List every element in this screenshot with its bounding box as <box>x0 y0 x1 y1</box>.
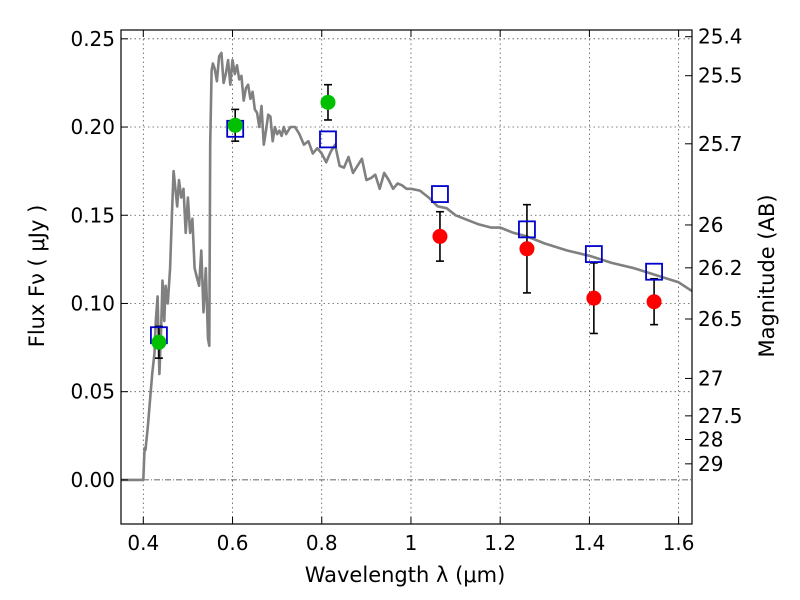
y-tick-label: 0.25 <box>70 27 115 51</box>
observed-flux-points <box>151 94 662 350</box>
x-tick-label: 1.6 <box>663 531 695 555</box>
model-photometry-square <box>319 130 337 149</box>
x-axis-label: Wavelength λ (μm) <box>305 563 506 587</box>
right-tick-label: 26.5 <box>698 307 743 331</box>
observed-flux-point <box>432 228 448 244</box>
observed-flux-point <box>320 94 336 110</box>
observed-flux-point <box>646 294 662 310</box>
observed-flux-point <box>227 117 243 133</box>
x-tick-label: 0.8 <box>306 531 338 555</box>
y-tick-label: 0.20 <box>70 115 115 139</box>
observed-flux-point <box>586 290 602 306</box>
observed-flux-point <box>151 334 167 350</box>
y-tick-label: 0.00 <box>70 468 115 492</box>
tick-labels: 0.4 0.6 0.8 1 1.2 1.4 1.6 0.00 0.05 0.10 0.15 0.20 0… <box>70 25 742 555</box>
y-axis-label: Flux Fν ( μJy ) <box>25 205 49 348</box>
x-tick-label: 0.4 <box>127 531 159 555</box>
y-tick-label: 0.05 <box>70 380 115 404</box>
right-tick-label: 25.4 <box>698 25 743 49</box>
right-tick-label: 27.5 <box>698 404 743 428</box>
right-tick-label: 27 <box>698 366 723 390</box>
model-photometry-square <box>645 262 663 281</box>
right-tick-label: 25.5 <box>698 64 743 88</box>
y-axis-right-label: Magnitude (AB) <box>755 194 779 357</box>
model-spectrum-line <box>121 51 693 482</box>
right-tick-label: 25.7 <box>698 132 743 156</box>
axis-ticks <box>121 30 692 524</box>
right-tick-label: 28 <box>698 427 723 451</box>
model-photometry-square <box>518 220 536 239</box>
model-photometry-squares <box>150 119 663 345</box>
right-tick-label: 26 <box>698 213 723 237</box>
x-tick-label: 1.2 <box>484 531 516 555</box>
y-tick-label: 0.15 <box>70 203 115 227</box>
model-photometry-square <box>431 185 449 203</box>
y-tick-label: 0.10 <box>70 291 115 315</box>
x-tick-label: 1.4 <box>573 531 605 555</box>
right-tick-label: 29 <box>698 452 723 476</box>
observed-flux-point <box>519 241 535 257</box>
model-photometry-square <box>584 245 603 263</box>
x-tick-label: 1 <box>405 531 418 555</box>
right-tick-label: 26.2 <box>698 256 743 280</box>
plot-frame <box>120 29 693 525</box>
x-tick-label: 0.6 <box>217 531 249 555</box>
grid <box>121 30 692 524</box>
